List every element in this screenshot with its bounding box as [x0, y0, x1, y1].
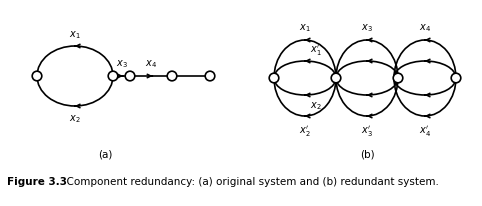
Circle shape [125, 72, 135, 81]
Text: $x_4$: $x_4$ [419, 22, 431, 34]
Text: $x_2$: $x_2$ [69, 112, 81, 124]
Text: (a): (a) [98, 149, 112, 159]
Text: $x_4'$: $x_4'$ [419, 123, 431, 138]
Circle shape [451, 74, 461, 83]
Text: Component redundancy: (a) original system and (b) redundant system.: Component redundancy: (a) original syste… [60, 176, 439, 186]
Text: $x_1$: $x_1$ [69, 29, 81, 41]
Circle shape [32, 72, 42, 81]
Circle shape [167, 72, 177, 81]
Text: $x_2$: $x_2$ [310, 99, 321, 111]
Circle shape [108, 72, 118, 81]
Text: Figure 3.3: Figure 3.3 [7, 176, 67, 186]
Text: $x_3$: $x_3$ [361, 22, 373, 34]
Text: $x_3$: $x_3$ [116, 58, 127, 70]
Circle shape [393, 74, 403, 83]
Circle shape [269, 74, 279, 83]
Circle shape [205, 72, 215, 81]
Text: (b): (b) [360, 149, 375, 159]
Text: $x_1$: $x_1$ [299, 22, 311, 34]
Circle shape [331, 74, 341, 83]
Text: $x_3'$: $x_3'$ [361, 123, 373, 138]
Text: $x_1'$: $x_1'$ [310, 43, 321, 58]
Text: $x_4$: $x_4$ [145, 58, 157, 70]
Text: $x_2'$: $x_2'$ [299, 123, 311, 138]
